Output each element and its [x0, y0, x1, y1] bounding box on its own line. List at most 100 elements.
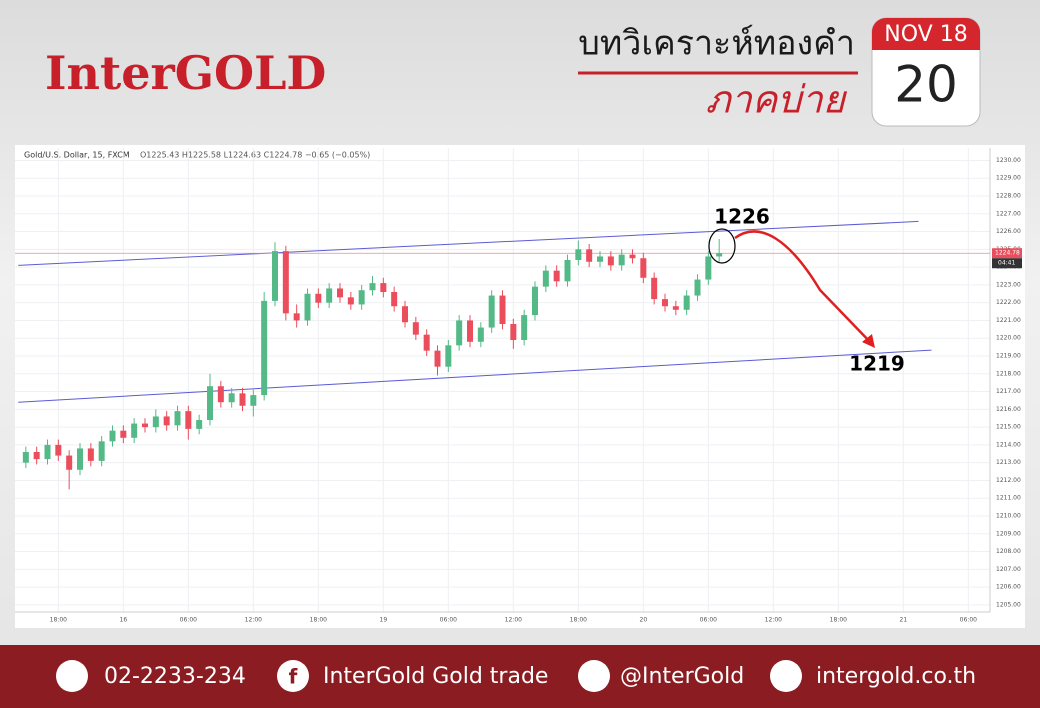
footer-facebook: InterGold Gold trade: [323, 664, 548, 689]
candle-body: [304, 293, 311, 321]
calendar-month: NOV 18: [884, 22, 967, 47]
y-tick-label: 1227.00: [996, 210, 1021, 217]
candle-body: [542, 270, 549, 287]
facebook-icon: [277, 660, 309, 692]
candle-body: [131, 423, 138, 438]
candle-body: [207, 386, 213, 420]
x-tick-label: 06:00: [180, 617, 197, 624]
x-tick-label: 19: [380, 617, 388, 624]
candle-body: [272, 251, 278, 301]
x-tick-label: 20: [640, 617, 648, 624]
candle-body: [391, 292, 398, 307]
y-tick-label: 1218.00: [996, 370, 1021, 377]
target-label: 1226: [714, 205, 770, 229]
x-tick-label: 06:00: [700, 617, 717, 624]
candle-body: [467, 320, 473, 342]
candle-body: [380, 283, 387, 292]
candle-body: [510, 324, 517, 340]
candle-body: [196, 420, 203, 429]
facebook-glyph: f: [289, 665, 298, 689]
y-tick-label: 1207.00: [996, 566, 1021, 573]
candle-body: [705, 256, 712, 280]
y-tick-label: 1209.00: [996, 530, 1021, 537]
calendar-day: 20: [894, 56, 958, 114]
y-tick-label: 1229.00: [996, 175, 1021, 182]
candle-body: [87, 448, 94, 461]
candle-body: [521, 315, 528, 340]
candle-body: [347, 297, 354, 305]
candle-body: [423, 334, 430, 351]
candle-body: [553, 270, 560, 282]
candle-body: [163, 416, 170, 426]
x-tick-label: 21: [900, 617, 908, 624]
target-label: 1219: [849, 352, 905, 376]
candle-body: [315, 293, 322, 303]
calendar-top: [872, 18, 980, 50]
candle-body: [239, 393, 246, 406]
candle-body: [575, 249, 582, 260]
y-tick-label: 1220.00: [996, 335, 1021, 342]
candle-body: [142, 423, 148, 428]
candle-body: [152, 416, 159, 428]
candle-body: [120, 430, 127, 438]
x-tick-label: 06:00: [960, 617, 977, 624]
candle-body: [662, 299, 668, 307]
candle-body: [33, 452, 40, 460]
candle-body: [22, 452, 29, 463]
x-tick-label: 12:00: [245, 617, 262, 624]
chart-panel: [15, 145, 1025, 628]
y-tick-label: 1206.00: [996, 584, 1021, 591]
candle-body: [651, 277, 658, 300]
x-tick-label: 12:00: [765, 617, 782, 624]
y-tick-label: 1226.00: [996, 228, 1021, 235]
candle-body: [282, 251, 289, 314]
y-tick-label: 1216.00: [996, 406, 1021, 413]
candle-body: [640, 258, 647, 278]
candle-body: [174, 411, 181, 426]
countdown-label: 04:41: [998, 260, 1015, 267]
candle-body: [217, 386, 224, 403]
countdown-tag: [992, 258, 1022, 269]
candle-body: [564, 260, 571, 282]
candle-body: [597, 256, 603, 262]
brand: InterGOLD: [45, 46, 326, 100]
y-tick-label: 1223.00: [996, 281, 1021, 288]
y-tick-label: 1210.00: [996, 513, 1021, 520]
chart-subtitle: O1225.43 H1225.58 L1224.63 C1224.78 −0.6…: [140, 151, 370, 160]
candle-body: [109, 430, 116, 442]
footer-website: intergold.co.th: [816, 664, 976, 689]
candle-body: [607, 256, 614, 266]
footer-phone: 02-2233-234: [104, 664, 246, 689]
x-tick-label: 18:00: [570, 617, 587, 624]
candle-body: [683, 295, 690, 310]
candle-body: [261, 300, 268, 396]
candle-body: [412, 322, 419, 335]
phone-icon: [56, 660, 88, 692]
candle-body: [44, 444, 51, 460]
y-tick-label: 1205.00: [996, 601, 1021, 608]
candle-body: [66, 455, 73, 470]
candle-body: [402, 306, 408, 323]
candle-body: [77, 448, 83, 470]
session: ภาคบ่าย: [705, 78, 847, 122]
chart-title: Gold/U.S. Dollar, 15, FXCM: [24, 151, 130, 160]
channel-line: [18, 349, 932, 403]
y-tick-label: 1212.00: [996, 477, 1021, 484]
channel-line: [18, 220, 919, 266]
y-tick-label: 1211.00: [996, 495, 1021, 502]
candle-body: [488, 295, 495, 328]
candle-body: [456, 320, 463, 346]
y-tick-label: 1217.00: [996, 388, 1021, 395]
candle-body: [694, 279, 701, 296]
candle-body: [228, 393, 235, 403]
y-tick-label: 1213.00: [996, 459, 1021, 466]
price-tag: [992, 248, 1022, 259]
candle-body: [293, 313, 300, 321]
y-tick-label: 1215.00: [996, 424, 1021, 431]
x-tick-label: 18:00: [830, 617, 847, 624]
candle-body: [55, 444, 62, 456]
price-tag-label: 1224.78: [995, 250, 1020, 257]
y-tick-label: 1230.00: [996, 157, 1021, 164]
y-tick-label: 1214.00: [996, 441, 1021, 448]
